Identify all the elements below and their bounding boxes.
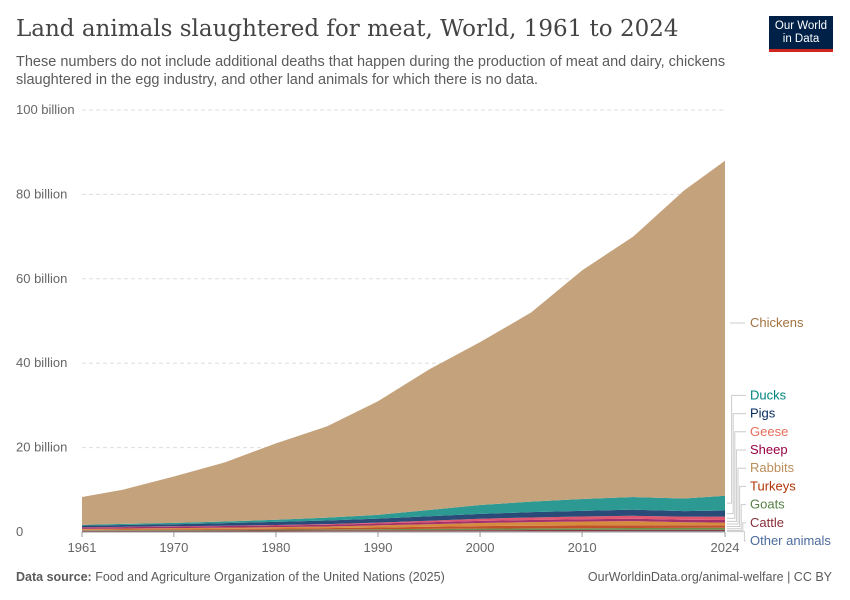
data-source: Data source: Food and Agriculture Organi… [16, 570, 445, 584]
legend-connector [727, 531, 746, 542]
legend-label-turkeys: Turkeys [750, 478, 796, 493]
stacked-area-chart: 0 20 billion 40 billion 60 billion 80 billio… [16, 102, 831, 555]
legend-connector [727, 431, 746, 519]
x-tick-label: 1980 [261, 540, 290, 555]
legend-label-chickens: Chickens [750, 315, 804, 330]
area-turkeys [82, 525, 725, 531]
area-pigs [82, 509, 725, 528]
legend-connector [727, 522, 746, 532]
legend-label-pigs: Pigs [750, 406, 776, 421]
area-sheep [82, 518, 725, 529]
legend-connector [727, 467, 746, 525]
x-tick-label: 1990 [364, 540, 393, 555]
area-ducks [82, 495, 725, 526]
x-tick-label: 2010 [568, 540, 597, 555]
legend-label-geese: Geese [750, 424, 788, 439]
x-tick-label: 1961 [68, 540, 97, 555]
legend-label-goats: Goats [750, 497, 785, 512]
chart-title: Land animals slaughtered for meat, World… [16, 16, 679, 42]
owid-logo[interactable]: Our World in Data [769, 16, 833, 52]
area-goats [82, 527, 725, 531]
area-chickens [82, 160, 725, 525]
legend-label-cattle: Cattle [750, 515, 784, 530]
x-tick-label: 2000 [466, 540, 495, 555]
legend-connector [727, 394, 746, 504]
legend-connector [727, 504, 746, 530]
x-tick-label: 1970 [159, 540, 188, 555]
legend-connector [727, 413, 746, 515]
legend-label-ducks: Ducks [750, 387, 787, 402]
source-label: Data source: [16, 570, 92, 584]
y-tick-label: 40 billion [16, 355, 67, 370]
area-geese [82, 515, 725, 528]
x-tick-label: 2024 [711, 540, 740, 555]
area-rabbits [82, 521, 725, 530]
chart-subtitle: These numbers do not include additional … [16, 54, 726, 88]
legend-label-rabbits: Rabbits [750, 460, 795, 475]
source-link[interactable]: OurWorldinData.org/animal-welfare | CC B… [587, 570, 832, 584]
y-tick-label: 60 billion [16, 271, 67, 286]
y-tick-label: 100 billion [16, 102, 75, 117]
legend-label-other-animals: Other animals [750, 533, 831, 548]
y-tick-label: 20 billion [16, 440, 67, 455]
source-text: Food and Agriculture Organization of the… [95, 570, 445, 584]
legend-label-sheep: Sheep [750, 442, 788, 457]
area-cattle [82, 529, 725, 532]
legend-connector [727, 449, 746, 522]
legend-connector [727, 485, 746, 527]
y-tick-label: 0 [16, 524, 23, 539]
y-tick-label: 80 billion [16, 186, 67, 201]
